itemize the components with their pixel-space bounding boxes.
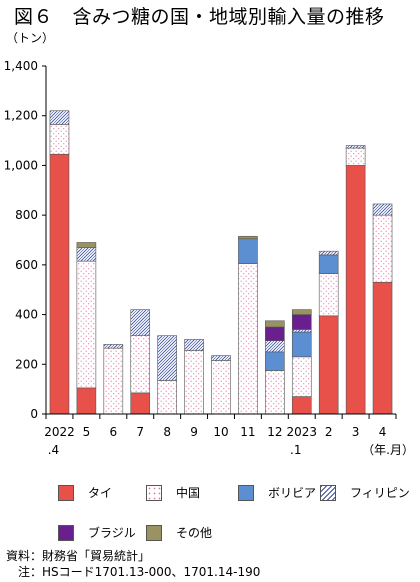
bar-segment-thai (345, 165, 366, 415)
bar-segment-philippines (211, 355, 231, 361)
y-tick-label: 200 (15, 357, 38, 371)
x-axis-unit: （年.月） (362, 443, 414, 457)
bar-segment-philippines (49, 110, 70, 125)
bar-segment-philippines (291, 329, 312, 333)
bar-segment-thai (130, 392, 151, 415)
bar-segment-philippines (184, 339, 204, 351)
legend-label: 中国 (176, 486, 201, 500)
bar-segment-bolivia (318, 254, 339, 274)
x-tick-label: 7 (136, 425, 144, 439)
bar-segment-china (49, 124, 70, 155)
bar-segment-bolivia (291, 331, 312, 358)
bar-segment-china (372, 214, 393, 283)
bar-segment-other (76, 242, 97, 248)
bar-segment-philippines (372, 203, 393, 216)
bar-segment-thai (372, 281, 393, 415)
bar-segment-china (291, 356, 312, 397)
x-tick-label: 5 (83, 425, 91, 439)
x-tick-label: 10 (213, 425, 228, 439)
legend-swatch-other (146, 524, 162, 541)
y-tick-label: 1,200 (4, 109, 38, 123)
legend-swatch-bolivia (238, 484, 254, 501)
bar-segment-bolivia (238, 238, 258, 264)
bar-segment-thai (49, 153, 70, 415)
bar-segment-china (265, 370, 285, 415)
bar-segment-philippines (76, 247, 97, 262)
bar-segment-philippines (265, 340, 285, 353)
x-tick-label: 9 (190, 425, 198, 439)
bar-segment-philippines (345, 145, 366, 149)
bar-segment-thai (318, 315, 339, 415)
y-tick-label: 400 (15, 308, 38, 322)
chart-title: 図６ 含みつ糖の国・地域別輸入量の推移 (14, 6, 385, 28)
bar-segment-thai (76, 387, 97, 415)
y-tick-label: 1,400 (4, 59, 38, 73)
x-tick-label: 2023 (286, 425, 317, 439)
y-tick-label: 800 (15, 208, 38, 222)
chart-legend: タイ 中国 ボリビア フィリピンブラジル その他 (58, 480, 418, 550)
x-tick-sublabel: .4 (48, 443, 59, 457)
bar-segment-other (291, 309, 312, 315)
y-tick-label: 1,000 (4, 158, 38, 172)
note-line: 注：HSコード1701.13-000、1701.14-190 (6, 565, 261, 579)
x-tick-label: 8 (163, 425, 171, 439)
bar-segment-china (184, 350, 204, 415)
bar-segment-philippines (103, 344, 124, 349)
legend-swatch-china (146, 484, 162, 501)
legend-item-other: その他 (146, 524, 212, 541)
legend-label: ボリビア (268, 486, 317, 500)
bar-segment-china (238, 263, 258, 415)
bar-segment-china (130, 335, 151, 394)
legend-label: フィリピン (350, 486, 410, 500)
bar-segment-other (265, 320, 285, 328)
y-axis-unit: （トン） (6, 31, 54, 45)
bar-segment-china (318, 273, 339, 317)
bar-segment-china (345, 147, 366, 166)
x-tick-label: 11 (240, 425, 255, 439)
y-tick-label: 600 (15, 258, 38, 272)
x-tick-label: 2022 (44, 425, 75, 439)
legend-swatch-brazil (58, 524, 74, 541)
bar-segment-philippines (318, 250, 339, 256)
bar-segment-philippines (157, 335, 177, 381)
bar-segment-philippines (130, 309, 151, 337)
legend-item-philippines: フィリピン (320, 484, 410, 501)
legend-item-china: 中国 (146, 484, 200, 501)
legend-item-brazil: ブラジル (58, 524, 136, 541)
x-tick-label: 12 (267, 425, 282, 439)
bar-segment-brazil (265, 326, 285, 341)
bar-segment-china (76, 260, 97, 389)
bar-segment-bolivia (265, 351, 285, 371)
y-tick-label: 0 (30, 407, 38, 421)
bar-segment-china (211, 360, 231, 415)
bar-segment-china (103, 347, 124, 415)
stacked-bar-chart: （トン） 0 200 400 600 800 1,000 1,200 1,400 2022 .4 5… (4, 31, 414, 457)
legend-label: ブラジル (88, 526, 136, 540)
legend-swatch-philippines (320, 484, 336, 501)
x-tick-label: 2 (325, 425, 333, 439)
x-tick-label: 6 (109, 425, 117, 439)
legend-item-thai: タイ (58, 484, 112, 501)
bar-segment-thai (291, 396, 312, 415)
legend-label: タイ (88, 486, 113, 500)
legend-label: その他 (176, 526, 213, 540)
bar-segment-brazil (291, 314, 312, 330)
bar-segment-china (157, 380, 177, 415)
source-note: 資料：財務省「貿易統計」 注：HSコード1701.13-000、1701.14-… (6, 548, 260, 580)
legend-swatch-thai (58, 484, 74, 501)
x-tick-label: 4 (379, 425, 387, 439)
bar-segment-other (238, 235, 258, 240)
x-tick-sublabel: .1 (290, 443, 301, 457)
x-tick-label: 3 (352, 425, 360, 439)
source-line: 資料：財務省「貿易統計」 (6, 549, 151, 563)
legend-item-bolivia: ボリビア (238, 484, 316, 501)
